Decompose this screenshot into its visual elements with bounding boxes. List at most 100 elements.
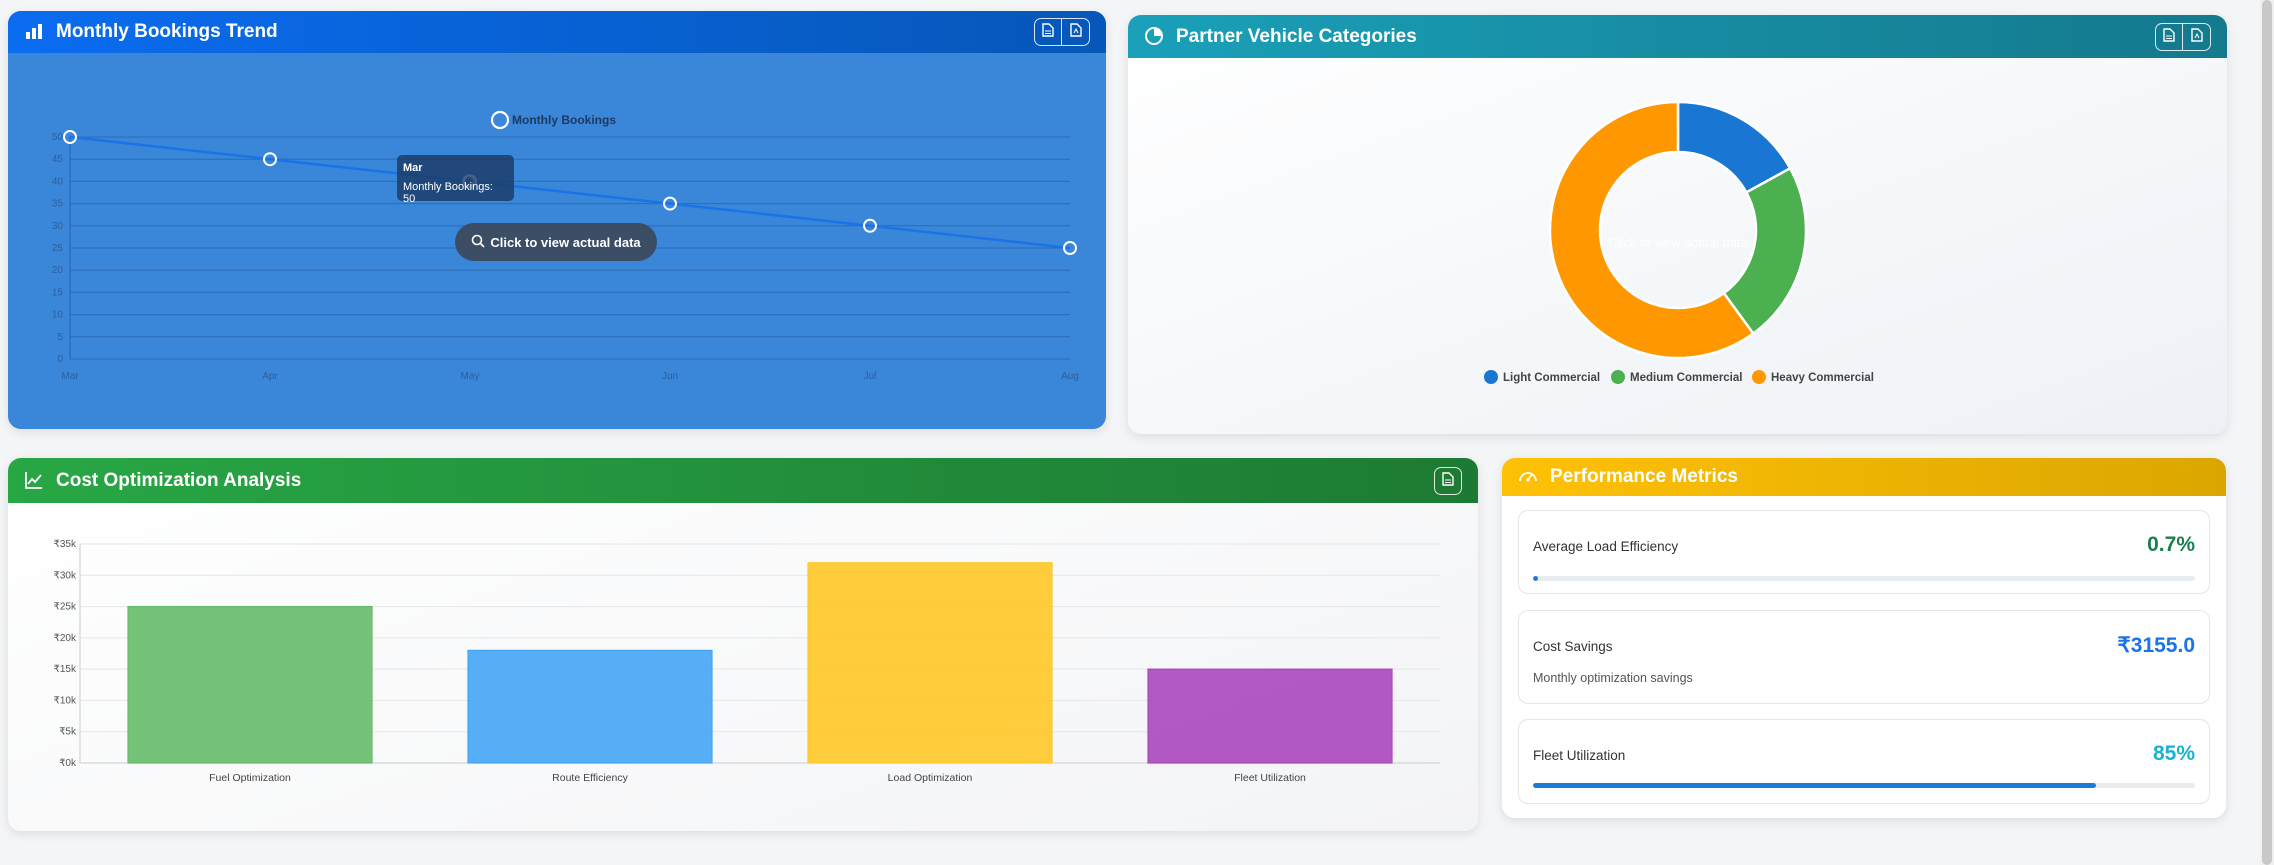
chart-tooltip: Mar Monthly Bookings: 50: [397, 155, 514, 205]
y-tick-label: 50: [52, 132, 64, 143]
perf-card: Performance Metrics Average Load Efficie…: [1502, 458, 2226, 818]
perf-card-header: Performance Metrics: [1502, 458, 2226, 496]
y-tick-label: ₹30k: [54, 570, 77, 581]
export-pdf-button[interactable]: [1062, 18, 1090, 46]
data-point: [63, 130, 77, 144]
legend-marker: [1484, 370, 1498, 384]
metric-load-efficiency: Average Load Efficiency 0.7%: [1518, 510, 2210, 594]
donut-center-hint: Click to view actual data: [1608, 235, 1748, 250]
metric-value: 85%: [2152, 742, 2195, 765]
file-icon: [1442, 470, 1454, 492]
y-tick-label: ₹35k: [54, 539, 77, 550]
data-point: [663, 196, 677, 211]
x-tick-label: Fleet Utilization: [1234, 772, 1306, 784]
y-tick-label: 5: [57, 332, 63, 343]
view-actual-data-label: Click to view actual data: [490, 234, 641, 250]
data-point: [863, 218, 877, 233]
y-tick-label: 0: [57, 354, 63, 365]
donut-slice-heavy-commercial: [1548, 100, 1755, 360]
bookings-card-header: Monthly Bookings Trend: [8, 11, 1106, 53]
search-icon: [471, 234, 490, 251]
page-scrollbar[interactable]: [2260, 0, 2274, 865]
tooltip-title: Mar: [403, 162, 423, 174]
x-tick-label: Route Efficiency: [552, 772, 628, 784]
y-tick-label: 35: [52, 199, 64, 210]
speedometer-icon: [1518, 466, 1540, 488]
perf-card-title: Performance Metrics: [1550, 466, 1738, 487]
pie-chart-icon: [1144, 26, 1166, 48]
y-tick-label: ₹15k: [54, 664, 77, 675]
export-file-button[interactable]: [1434, 466, 1462, 495]
bookings-card-title: Monthly Bookings Trend: [56, 21, 278, 42]
export-file-button[interactable]: [1034, 18, 1062, 46]
cost-bar-chart[interactable]: ₹0k ₹5k ₹10k ₹15k ₹20k ₹25k ₹30k ₹35k Fuel Optim…: [8, 458, 1478, 831]
metric-label: Cost Savings: [1533, 639, 1613, 654]
metric-cost-savings: Cost Savings ₹3155.0 Monthly optimizatio…: [1518, 610, 2210, 704]
legend-marker: [1611, 370, 1625, 384]
y-tick-label: 20: [52, 265, 64, 276]
x-tick-label: Jul: [864, 371, 877, 382]
y-tick-label: 45: [52, 154, 64, 165]
view-actual-data-button[interactable]: Click to view actual data: [455, 223, 657, 261]
y-tick-label: ₹10k: [54, 695, 77, 706]
fleet-utilization-progress: [1533, 783, 2195, 788]
legend-label: Monthly Bookings: [512, 113, 616, 127]
file-icon: [2163, 26, 2175, 48]
pdf-icon: [1069, 21, 1082, 43]
series-line-monthly-bookings: [69, 135, 1071, 250]
data-point: [1063, 241, 1077, 255]
file-icon: [1042, 21, 1054, 43]
legend-label: Light Commercial: [1503, 372, 1600, 384]
tooltip-body: Monthly Bookings: 50: [403, 181, 493, 205]
cost-card-title: Cost Optimization Analysis: [56, 469, 302, 491]
legend-label: Medium Commercial: [1630, 372, 1742, 384]
vehicles-card: Partner Vehicle Categories Click to view…: [1128, 15, 2227, 434]
y-tick-label: ₹25k: [54, 602, 77, 613]
y-tick-label: 30: [52, 221, 64, 232]
x-tick-label: Fuel Optimization: [209, 772, 291, 784]
x-tick-label: May: [461, 371, 480, 382]
load-efficiency-progress: [1533, 576, 2195, 581]
cost-card: Cost Optimization Analysis ₹0k ₹5k ₹10k ₹15…: [8, 458, 1478, 831]
export-pdf-button[interactable]: [2183, 22, 2211, 51]
legend-marker: [1752, 370, 1766, 384]
line-chart-icon: [24, 470, 46, 492]
x-tick-label: Load Optimization: [888, 772, 973, 784]
y-tick-label: ₹20k: [54, 633, 77, 644]
x-tick-label: Aug: [1061, 371, 1079, 382]
bar-chart-icon: [24, 21, 46, 43]
y-tick-label: ₹0k: [59, 758, 77, 769]
y-tick-label: 10: [52, 310, 64, 321]
bookings-card: Monthly Bookings Trend 0 5 10 15 20 25 30 35 40 4…: [8, 11, 1106, 429]
y-tick-label: 40: [52, 176, 64, 187]
bar-fuel-optimization: [127, 605, 373, 764]
progress-fill: [1533, 576, 1538, 581]
progress-fill: [1533, 783, 2096, 788]
export-file-button[interactable]: [2155, 22, 2183, 51]
y-tick-label: 15: [52, 287, 64, 298]
y-tick-label: ₹5k: [59, 727, 77, 738]
pdf-icon: [2190, 26, 2203, 48]
legend-marker: [490, 110, 510, 130]
scrollbar-thumb[interactable]: [2262, 0, 2272, 865]
metric-label: Fleet Utilization: [1533, 748, 1626, 763]
metric-fleet-utilization: Fleet Utilization 85%: [1518, 719, 2210, 804]
vehicles-card-header: Partner Vehicle Categories: [1128, 15, 2227, 58]
data-point: [263, 152, 277, 167]
bar-load-optimization: [807, 562, 1053, 764]
metric-value: 0.7%: [2147, 533, 2195, 556]
x-tick-label: Jun: [662, 371, 678, 382]
legend-label: Heavy Commercial: [1771, 372, 1874, 384]
cost-card-header: Cost Optimization Analysis: [8, 458, 1478, 503]
bar-route-efficiency: [467, 649, 713, 764]
vehicle-categories-donut-chart[interactable]: Click to view actual data Light Commercia…: [1128, 15, 2227, 434]
x-tick-label: Mar: [61, 371, 79, 382]
metric-subtitle: Monthly optimization savings: [1533, 671, 1693, 685]
metric-value: ₹3155.0: [2117, 634, 2195, 657]
vehicles-card-title: Partner Vehicle Categories: [1176, 25, 1417, 47]
metric-label: Average Load Efficiency: [1533, 539, 1679, 554]
x-tick-label: Apr: [262, 371, 278, 382]
bar-fleet-utilization: [1147, 668, 1393, 764]
y-tick-label: 25: [52, 243, 64, 254]
